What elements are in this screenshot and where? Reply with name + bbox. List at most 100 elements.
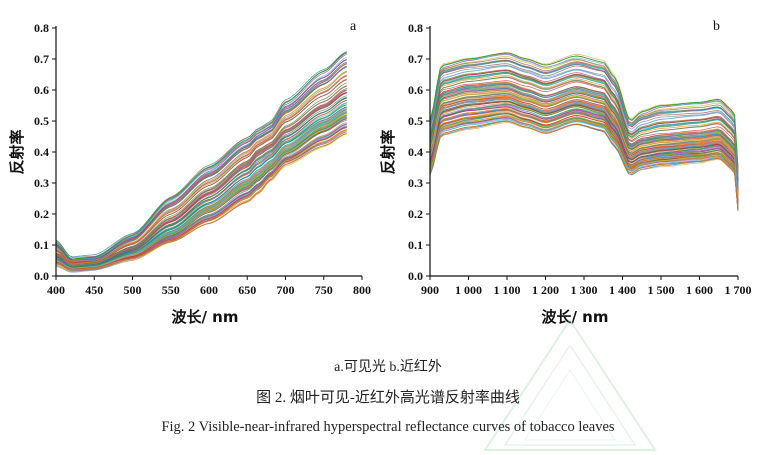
panel-a-xlabel: 波长/ nm [171,308,238,326]
panel-b-letter: b [713,19,720,34]
panel-b-ylabel: 反射率 [379,129,397,174]
x-tick-label: 1 200 [532,283,559,297]
x-tick-label: 750 [315,283,333,297]
y-tick-label: 0.8 [408,21,423,35]
x-tick-label: 500 [124,283,142,297]
figure-canvas: 400 450 500 550 600 650 700 750 800 0.0 0.1 0.2 0.3 0… [8,19,752,326]
spectrum-line [55,65,347,262]
panel-b-curves [429,52,739,212]
spectrum-line [429,73,739,182]
spectrum-line [429,90,739,195]
panel-a-letter: a [350,19,357,34]
spectrum-line [429,72,739,183]
x-tick-label: 1 600 [686,283,713,297]
spectrum-line [55,61,347,261]
x-tick-label: 1 700 [725,283,752,297]
y-tick-label: 0.4 [408,145,423,159]
spectrum-line [429,93,739,196]
spectrum-line [55,97,347,267]
spectrum-line [429,55,739,170]
x-tick-label: 1 100 [494,283,521,297]
spectrum-line [429,102,739,201]
spectrum-line [55,58,347,261]
panel-a-curves [55,51,347,273]
x-tick-label: 700 [277,283,295,297]
panel-b-xlabel: 波长/ nm [541,308,608,326]
spectrum-line [429,61,739,175]
spectrum-line [55,96,347,268]
y-tick-label: 0.4 [34,145,49,159]
x-tick-label: 900 [421,283,439,297]
panel-a-visible: 400 450 500 550 600 650 700 750 800 0.0 0.1 0.2 0.3 0… [8,19,371,326]
spectrum-line [429,76,739,185]
spectrum-line [55,119,347,268]
sub-caption: a.可见光 b.近红外 [334,360,442,375]
x-tick-label: 450 [85,283,103,297]
panel-b-axes: 900 1 000 1 100 1 200 1 300 1 400 1 500 1 600 1 … [408,21,752,297]
y-tick-label: 0.7 [34,52,49,66]
series-line [55,52,347,260]
series-line [429,83,739,190]
panel-a-axes: 400 450 500 550 600 650 700 750 800 0.0 0.1 0.2 0.3 0… [34,21,371,297]
spectrum-line [55,59,347,261]
x-tick-label: 600 [200,283,218,297]
y-tick-label: 0.7 [408,52,423,66]
figure-caption-english: Fig. 2 Visible-near-infrared hyperspectr… [161,419,615,435]
x-tick-label: 550 [162,283,180,297]
spectrum-line [429,59,739,174]
y-tick-label: 0.0 [408,269,423,283]
spectrum-line [429,113,739,209]
spectrum-line [429,92,739,196]
series-line [55,132,347,271]
y-tick-label: 0.3 [408,176,423,190]
panel-b-near-infrared: 900 1 000 1 100 1 200 1 300 1 400 1 500 1 600 1 … [379,19,752,326]
x-tick-label: 1 400 [609,283,636,297]
x-tick-label: 650 [238,283,256,297]
spectrum-line [429,82,739,189]
spectrum-line [429,109,739,205]
spectrum-line [429,101,739,200]
y-tick-label: 0.2 [408,207,423,221]
spectrum-line [55,51,347,258]
series-line [55,111,347,269]
spectrum-line [429,121,739,212]
y-tick-label: 0.1 [408,238,423,252]
spectrum-line [55,74,347,265]
y-tick-label: 0.0 [34,269,49,283]
spectrum-line [55,85,347,265]
spectrum-line [429,119,739,211]
y-tick-label: 0.2 [34,207,49,221]
spectrum-line [429,97,739,199]
spectrum-line [55,117,347,269]
y-tick-label: 0.8 [34,21,49,35]
spectrum-line [429,103,739,200]
y-tick-label: 0.5 [34,114,49,128]
y-tick-label: 0.6 [408,83,423,97]
spectrum-line [55,85,347,266]
spectrum-line [429,109,739,205]
spectrum-line [429,75,739,184]
spectrum-line [429,63,739,176]
spectrum-line [429,65,739,177]
figure-caption-chinese: 图 2. 烟叶可见-近红外高光谱反射率曲线 [256,390,520,406]
spectrum-line [55,56,347,260]
x-tick-label: 1 300 [571,283,598,297]
spectrum-line [429,88,739,193]
watermark-logo [483,318,657,451]
y-tick-label: 0.3 [34,176,49,190]
y-tick-label: 0.1 [34,238,49,252]
spectrum-line [429,85,739,191]
spectrum-line [55,65,347,261]
spectrum-line [55,61,347,264]
series-line [429,98,739,199]
spectrum-line [55,106,347,266]
x-tick-label: 1 000 [455,283,482,297]
y-tick-label: 0.5 [408,114,423,128]
spectrum-line [429,106,739,204]
spectrum-line [429,70,739,181]
spectrum-line [429,114,739,207]
spectrum-line [429,57,739,172]
spectrum-line [429,117,739,210]
x-tick-label: 400 [47,283,65,297]
panel-a-ylabel: 反射率 [8,129,26,174]
